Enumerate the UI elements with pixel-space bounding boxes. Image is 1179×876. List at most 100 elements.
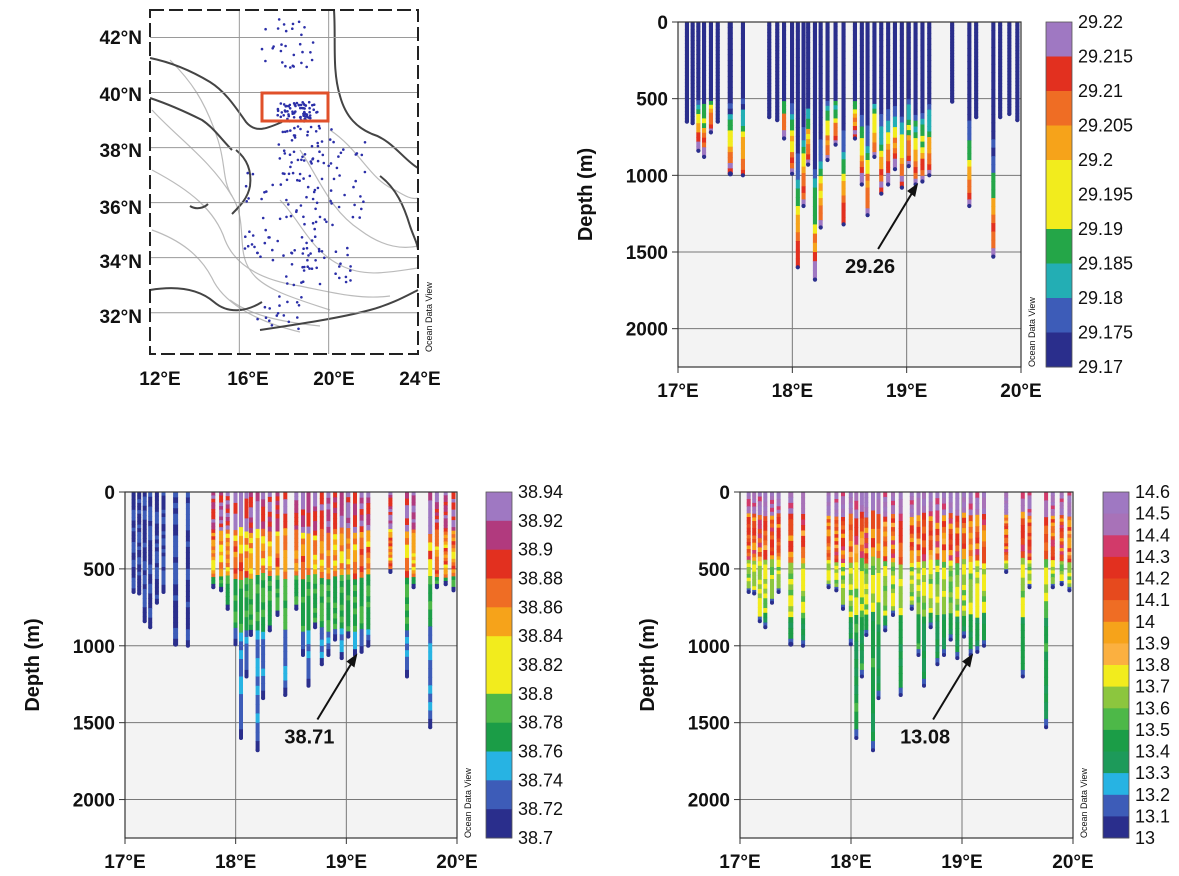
profile-cell <box>154 590 159 596</box>
profile-cell <box>872 113 877 119</box>
profile-cell <box>852 26 857 31</box>
profile-cell <box>841 554 845 560</box>
profile-cell <box>339 575 344 582</box>
profile-cell <box>727 87 733 94</box>
profile-cell <box>848 617 853 624</box>
profile-cell <box>451 569 456 574</box>
profile-cell <box>690 43 695 48</box>
profile-cell <box>801 530 806 537</box>
profile-cell <box>920 158 925 165</box>
profile-cell <box>916 521 921 528</box>
profile-cell <box>1059 508 1064 513</box>
station-dot <box>302 159 306 162</box>
station-dot <box>305 241 308 245</box>
profile-cell <box>859 498 864 506</box>
profile-cell <box>967 35 972 43</box>
profile-cell <box>776 567 781 572</box>
profile-cell <box>776 549 781 554</box>
profile-cell <box>333 528 338 535</box>
profile-cell <box>948 618 953 625</box>
profile-bottom <box>848 642 853 647</box>
profile-cell <box>740 76 745 83</box>
profile-cell <box>388 494 393 499</box>
profile-cell <box>684 86 689 91</box>
station-dot <box>344 275 348 279</box>
profile-cell <box>848 524 853 531</box>
profile-cell <box>225 521 230 526</box>
profile-cell <box>715 96 720 101</box>
profile-cell <box>154 555 159 560</box>
profile-cell <box>826 560 831 565</box>
profile-cell <box>841 116 846 124</box>
profile-cell <box>841 166 846 175</box>
profile-cell <box>244 597 249 605</box>
profile-bottom <box>801 203 806 209</box>
profile-cell <box>684 79 689 84</box>
profile-cell <box>922 582 926 590</box>
profile-cell <box>955 527 960 535</box>
profile-cell <box>333 602 338 609</box>
profile-cell <box>790 130 795 137</box>
profile-cell <box>405 492 409 500</box>
profile-cell <box>443 492 448 496</box>
profile-cell <box>319 528 324 536</box>
profile-cell <box>775 46 780 51</box>
profile-cell <box>301 526 305 534</box>
profile-cell <box>1020 531 1025 539</box>
profile-cell <box>916 497 921 505</box>
colorbar-swatch <box>1103 600 1129 623</box>
profile-cell <box>715 54 720 59</box>
profile-cell <box>848 638 853 645</box>
profile-cell <box>696 127 701 133</box>
profile-cell <box>388 552 393 556</box>
profile-cell <box>776 545 781 550</box>
colorbar-swatch <box>1103 686 1129 709</box>
profile-bottom <box>871 748 875 753</box>
profile-cell <box>1015 46 1020 51</box>
profile-cell <box>790 168 795 175</box>
profile-cell <box>872 55 877 62</box>
profile-cell <box>848 600 853 607</box>
profile-cell <box>790 141 795 148</box>
profile-cell <box>879 28 884 35</box>
profile-cell <box>891 553 895 559</box>
profile-cell <box>782 63 787 69</box>
profile-cell <box>1004 492 1009 496</box>
profile-cell <box>950 84 955 88</box>
profile-cell <box>906 135 911 141</box>
station-dot <box>277 143 281 146</box>
profile-cell <box>137 575 142 580</box>
station-dot <box>279 183 283 186</box>
colorbar-label: 13.9 <box>1135 633 1170 653</box>
profile-cell <box>696 22 701 28</box>
profile-cell <box>443 551 448 556</box>
profile-cell <box>261 580 266 589</box>
profile-cell <box>935 633 940 641</box>
profile-cell <box>776 584 781 589</box>
profile-cell <box>876 668 881 677</box>
profile-cell <box>388 563 393 567</box>
station-dot <box>264 59 267 63</box>
profile-cell <box>974 89 979 94</box>
profile-cell <box>411 495 416 500</box>
profile-cell <box>974 103 979 108</box>
profile-cell <box>906 27 911 33</box>
profile-cell <box>876 653 881 662</box>
profile-cell <box>825 115 830 122</box>
profile-cell <box>920 170 925 177</box>
profile-cell <box>757 515 762 521</box>
profile-cell <box>967 41 972 49</box>
profile-cell <box>1067 548 1072 553</box>
station-dot <box>245 200 248 203</box>
profile-cell <box>1004 552 1009 556</box>
profile-cell <box>211 570 216 575</box>
profile-cell <box>871 695 875 705</box>
station-dot <box>286 300 289 304</box>
profile-cell <box>899 152 904 159</box>
profile-cell <box>301 579 305 586</box>
profile-cell <box>740 60 745 67</box>
station-dot <box>313 235 317 238</box>
profile-cell <box>727 38 733 45</box>
profile-cell <box>788 579 794 585</box>
station-dot <box>268 307 272 310</box>
